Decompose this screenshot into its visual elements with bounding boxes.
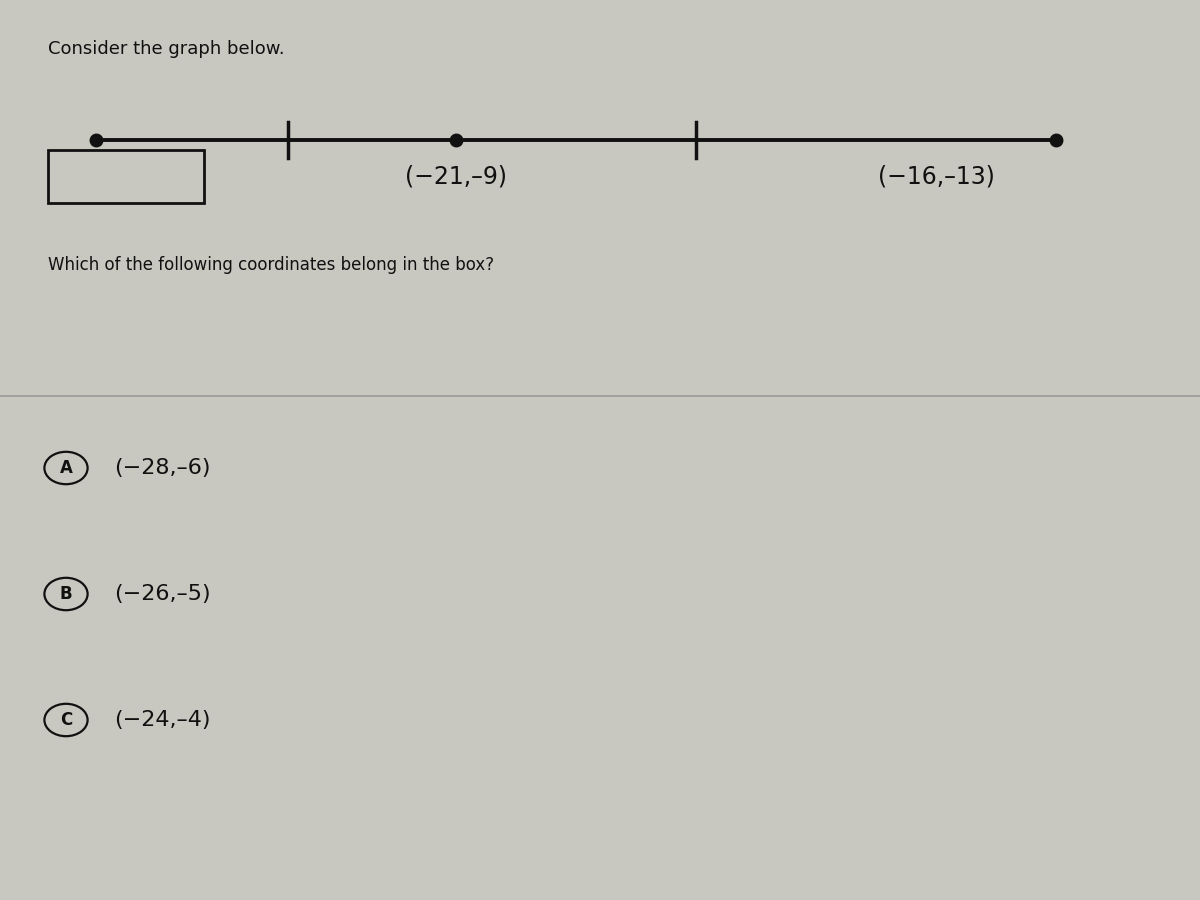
- Text: B: B: [60, 585, 72, 603]
- Text: (−24,–4): (−24,–4): [114, 710, 210, 730]
- Bar: [48, 150, 204, 202]
- Text: (−16,–13): (−16,–13): [877, 165, 995, 189]
- Text: (−28,–6): (−28,–6): [114, 458, 210, 478]
- Text: A: A: [60, 459, 72, 477]
- Text: (−21,–9): (−21,–9): [406, 165, 508, 189]
- Text: Consider the graph below.: Consider the graph below.: [48, 40, 284, 58]
- Text: (−26,–5): (−26,–5): [114, 584, 211, 604]
- Text: Which of the following coordinates belong in the box?: Which of the following coordinates belon…: [48, 256, 494, 274]
- Text: C: C: [60, 711, 72, 729]
